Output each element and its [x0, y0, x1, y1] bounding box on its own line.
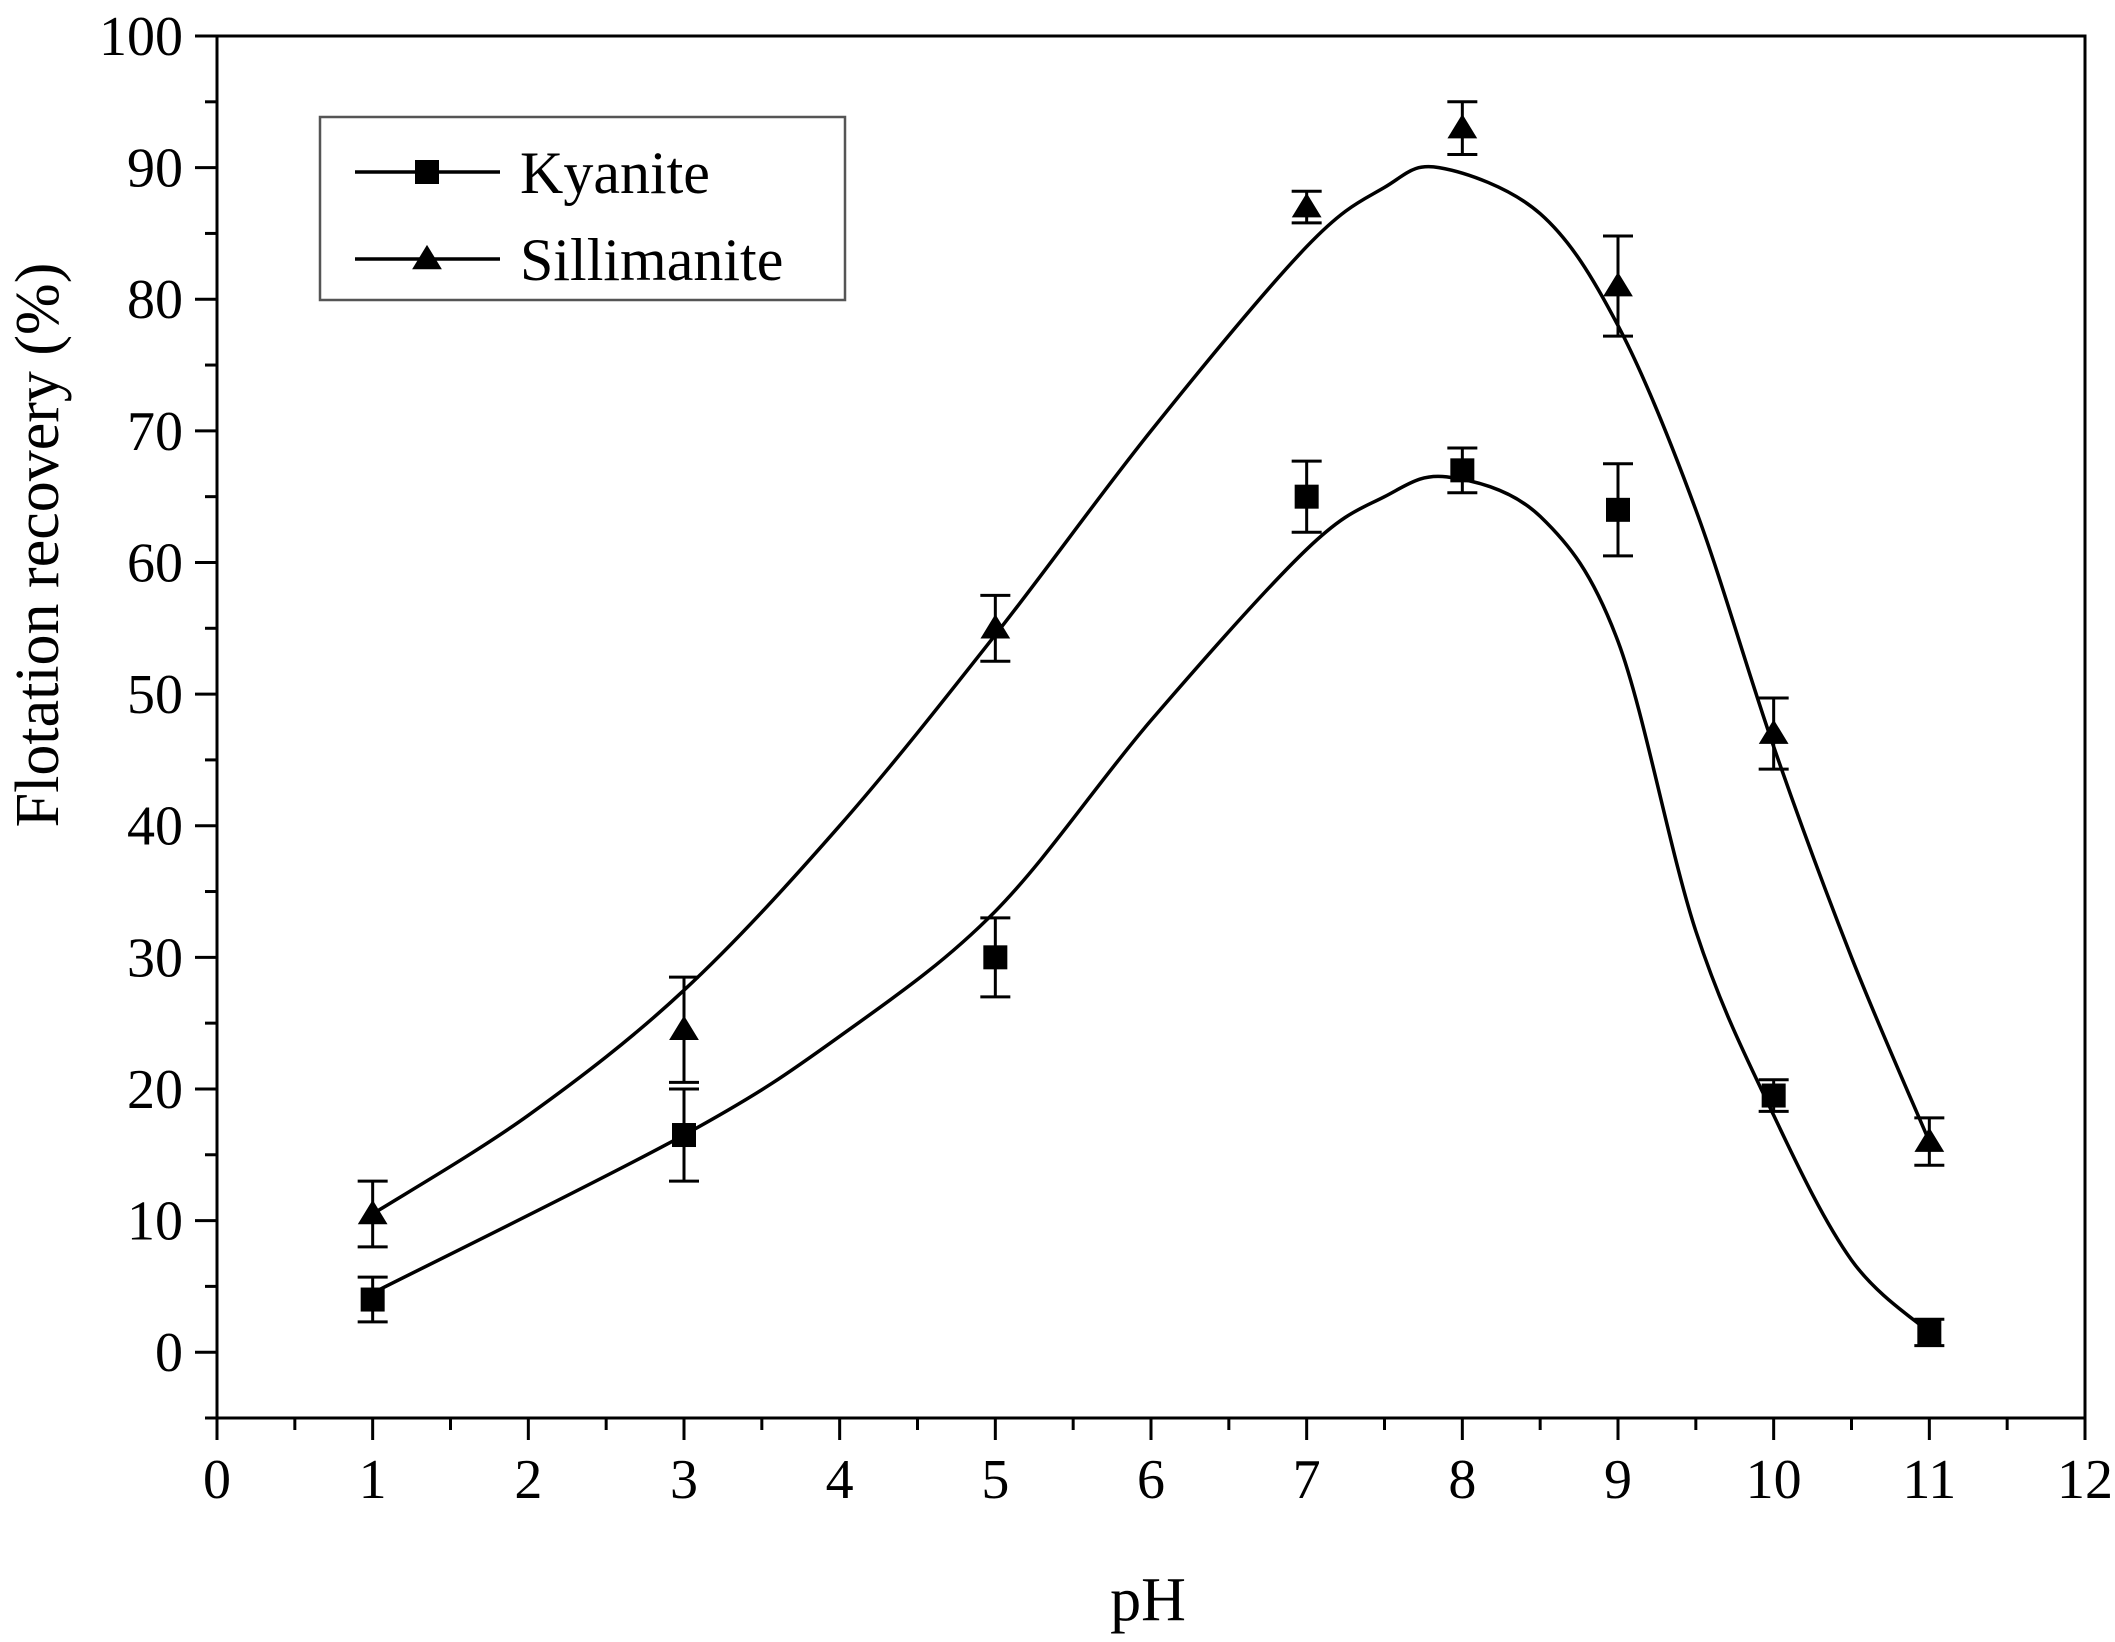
sillimanite-point [669, 1015, 699, 1040]
kyanite-point [1294, 484, 1319, 509]
kyanite-point [672, 1123, 696, 1148]
x-tick-label: 12 [2057, 1449, 2113, 1511]
data-points [357, 113, 1945, 1345]
y-tick-label: 10 [127, 1191, 183, 1253]
legend: Kyanite Sillimanite [318, 115, 847, 302]
x-tick-label: 1 [359, 1449, 387, 1511]
kyanite-fit-curve [371, 474, 1931, 1334]
y-tick-label: 80 [127, 269, 183, 331]
x-tick-label: 6 [1137, 1449, 1165, 1511]
y-tick-label: 50 [127, 664, 183, 726]
kyanite-point [983, 945, 1008, 970]
y-tick-label: 70 [127, 401, 183, 463]
x-tick-label: 0 [203, 1449, 231, 1511]
y-tick-label: 90 [127, 138, 183, 200]
sillimanite-point [1291, 192, 1322, 218]
legend-marker-kyanite [415, 160, 439, 184]
x-tick-label: 3 [670, 1449, 698, 1511]
fit-curves [371, 164, 1931, 1334]
legend-box [318, 115, 847, 302]
sillimanite-point [1447, 113, 1478, 139]
x-tick-label: 10 [1746, 1449, 1802, 1511]
sillimanite-fit-curve [371, 164, 1931, 1216]
y-tick-label: 30 [127, 927, 183, 989]
kyanite-point [360, 1287, 385, 1312]
y-tick-label: 60 [127, 532, 183, 594]
kyanite-point [1917, 1320, 1942, 1345]
x-tick-label: 9 [1604, 1449, 1632, 1511]
y-tick-label: 40 [127, 796, 183, 858]
x-tick-label: 7 [1293, 1449, 1321, 1511]
sillimanite-point [1914, 1127, 1945, 1152]
kyanite-point [1761, 1083, 1786, 1108]
y-tick-label: 100 [99, 6, 183, 68]
kyanite-point [1450, 458, 1475, 483]
x-axis-label: pH [1110, 1566, 1186, 1634]
x-tick-label: 11 [1902, 1449, 1956, 1511]
kyanite-point [1606, 497, 1630, 522]
sillimanite-point [357, 1199, 388, 1225]
x-tick-label: 2 [514, 1449, 542, 1511]
y-axis-label: Flotation recovery (%) [4, 263, 72, 828]
sillimanite-point [1758, 719, 1789, 744]
x-tick-label: 4 [826, 1449, 854, 1511]
sillimanite-point [980, 614, 1011, 639]
y-tick-label: 20 [127, 1059, 183, 1121]
legend-label-sillimanite: Sillimanite [520, 227, 783, 293]
sillimanite-point [1603, 271, 1633, 297]
y-tick-label: 0 [155, 1322, 183, 1384]
legend-marker-sillimanite [412, 244, 442, 270]
x-tick-label: 5 [981, 1449, 1009, 1511]
legend-label-kyanite: Kyanite [520, 140, 710, 206]
x-tick-label: 8 [1448, 1449, 1476, 1511]
